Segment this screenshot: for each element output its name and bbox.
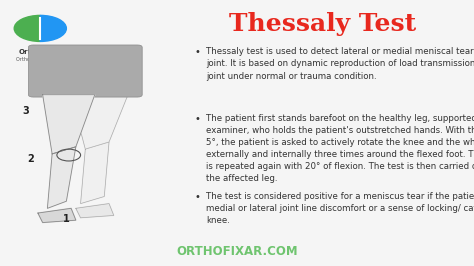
Wedge shape — [14, 15, 40, 41]
Text: •: • — [194, 47, 200, 57]
Text: 1: 1 — [63, 214, 70, 224]
Text: Thessaly Test: Thessaly Test — [229, 12, 416, 36]
Polygon shape — [43, 95, 95, 154]
Text: •: • — [194, 114, 200, 124]
Text: The patient first stands barefoot on the healthy leg, supported by the
examiner,: The patient first stands barefoot on the… — [206, 114, 474, 183]
Text: •: • — [194, 192, 200, 202]
Text: Thessaly test is used to detect lateral or medial meniscal tears of the knee
joi: Thessaly test is used to detect lateral … — [206, 47, 474, 81]
Text: 2: 2 — [27, 154, 34, 164]
Text: Orthopedic Surgery: Orthopedic Surgery — [16, 57, 64, 62]
FancyBboxPatch shape — [28, 45, 142, 97]
Text: 3: 3 — [23, 106, 29, 116]
Polygon shape — [81, 142, 109, 203]
Text: The test is considered positive for a meniscus tear if the patient experiences
m: The test is considered positive for a me… — [206, 192, 474, 225]
Wedge shape — [40, 15, 66, 41]
Polygon shape — [76, 203, 114, 218]
Text: OrthoFixar: OrthoFixar — [19, 48, 62, 55]
Polygon shape — [47, 147, 76, 208]
Text: ORTHOFIXAR.COM: ORTHOFIXAR.COM — [176, 245, 298, 258]
Polygon shape — [71, 95, 128, 149]
Polygon shape — [38, 208, 76, 223]
